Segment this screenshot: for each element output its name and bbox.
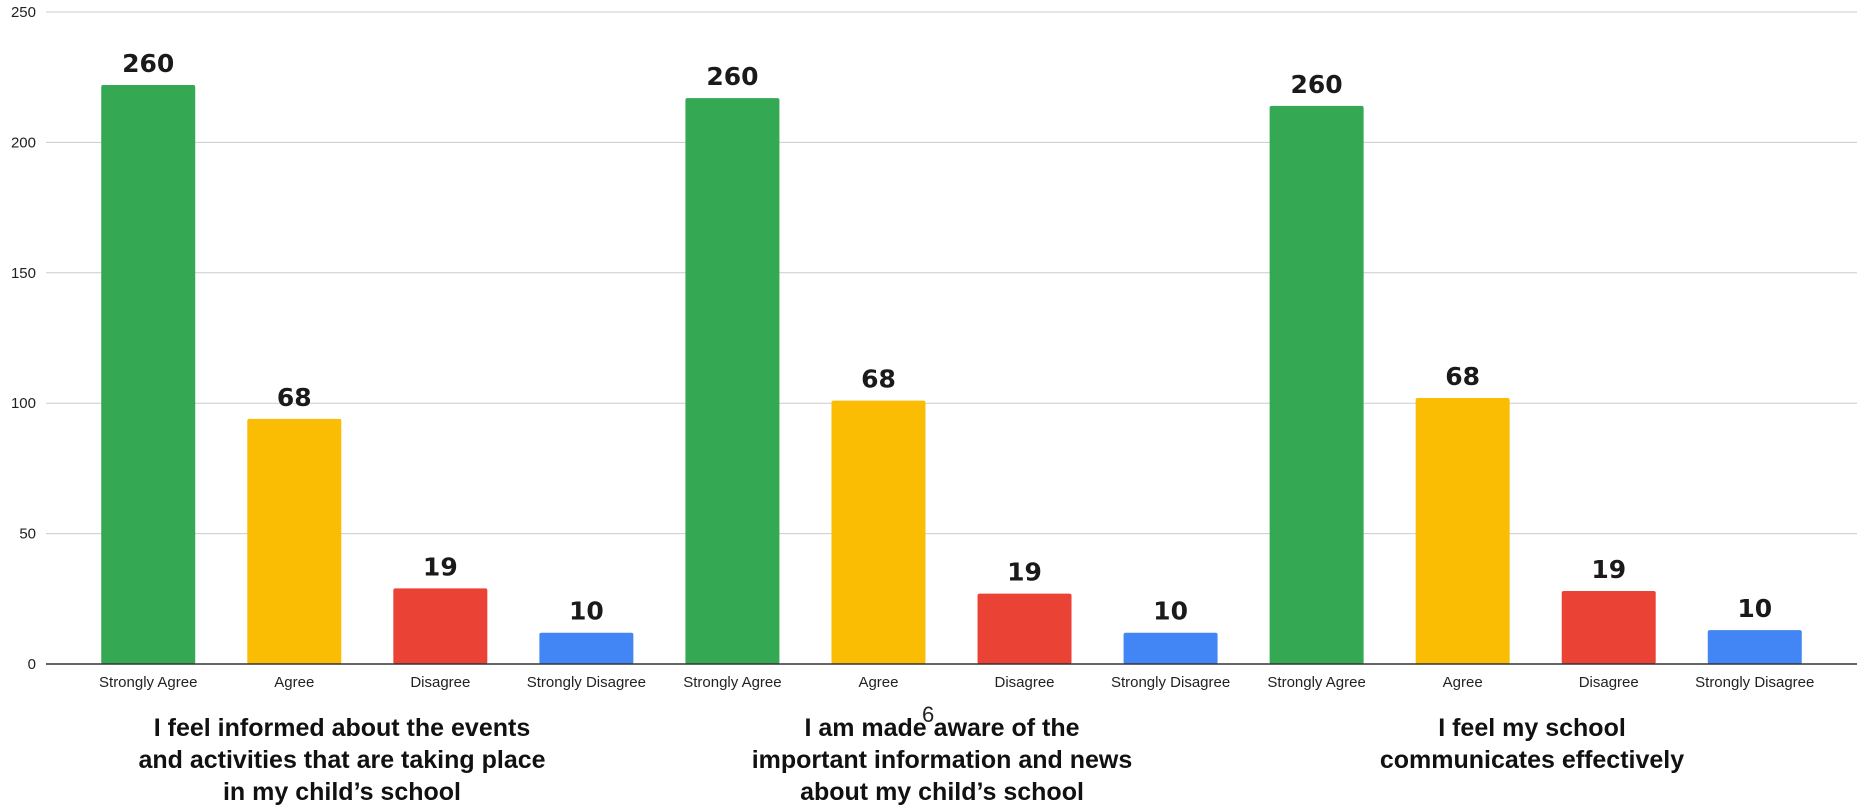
data-label-g2-disagree: 19	[1007, 558, 1042, 587]
bar-g1-agree	[247, 418, 342, 664]
category-label-g3-disagree: Disagree	[1579, 674, 1639, 691]
page-number: 6	[922, 702, 935, 727]
group-title-3-line-1: I feel my school	[1438, 714, 1626, 742]
gridlines	[46, 11, 1857, 535]
group-title-2: I am made aware of the important informa…	[692, 712, 1192, 808]
bar-g2-strongly-agree	[685, 98, 780, 664]
bar-g1-disagree	[393, 588, 488, 664]
group-title-3: I feel my school communicates effectivel…	[1282, 712, 1782, 776]
data-label-g3-disagree: 19	[1591, 555, 1626, 584]
y-tick-label-250: 250	[11, 4, 36, 21]
bar-g3-strongly-disagree	[1707, 630, 1802, 664]
bar-g3-strongly-agree	[1269, 105, 1364, 664]
bar-g3-agree	[1415, 397, 1510, 664]
category-label-g3-agree: Agree	[1443, 674, 1483, 691]
data-label-g1-agree: 68	[277, 383, 312, 412]
data-label-g1-disagree: 19	[423, 552, 458, 581]
y-tick-label-100: 100	[11, 395, 36, 412]
data-label-g3-strongly-agree: 260	[1291, 70, 1343, 99]
data-label-g2-strongly-agree: 260	[706, 62, 758, 91]
category-label-g1-agree: Agree	[274, 674, 314, 691]
y-tick-label-150: 150	[11, 265, 36, 282]
category-label-g3-strongly-disagree: Strongly Disagree	[1695, 674, 1814, 691]
bar-g2-strongly-disagree	[1123, 632, 1218, 664]
category-label-g1-strongly-disagree: Strongly Disagree	[527, 674, 646, 691]
data-labels: 260 68 19 10 260 68 19 10 260 68 19 10	[122, 49, 1772, 626]
data-label-g1-strongly-disagree: 10	[569, 597, 604, 626]
category-label-g1-disagree: Disagree	[410, 674, 470, 691]
category-label-g2-disagree: Disagree	[995, 674, 1055, 691]
y-tick-label-50: 50	[19, 526, 36, 543]
data-label-g3-agree: 68	[1445, 362, 1480, 391]
data-label-g2-strongly-disagree: 10	[1153, 597, 1188, 626]
group-title-1: I feel informed about the events and act…	[92, 712, 592, 808]
data-label-g1-strongly-agree: 260	[122, 49, 174, 78]
group-title-2-line-1: I am made aware of the	[804, 714, 1080, 742]
bar-g2-agree	[831, 400, 926, 664]
group-title-3-line-2: communicates effectively	[1379, 746, 1685, 774]
category-label-g1-strongly-agree: Strongly Agree	[99, 674, 197, 691]
data-label-g3-strongly-disagree: 10	[1737, 594, 1772, 623]
y-tick-label-200: 200	[11, 134, 36, 151]
category-label-g2-agree: Agree	[858, 674, 898, 691]
bars	[101, 85, 1802, 665]
group-title-1-line-2: and activities that are taking place	[138, 746, 546, 774]
group-title-1-line-3: in my child’s school	[222, 778, 461, 806]
bar-g2-disagree	[977, 593, 1072, 664]
category-labels: Strongly Agree Agree Disagree Strongly Disa…	[99, 674, 1814, 691]
bar-g1-strongly-disagree	[539, 632, 634, 664]
bar-g1-strongly-agree	[101, 85, 196, 665]
y-tick-label-0: 0	[28, 656, 36, 673]
group-title-1-line-1: I feel informed about the events	[153, 714, 531, 742]
category-label-g3-strongly-agree: Strongly Agree	[1267, 674, 1365, 691]
category-label-g2-strongly-agree: Strongly Agree	[683, 674, 781, 691]
y-axis-ticks: 0 50 100 150 200 250	[11, 4, 36, 673]
group-title-2-line-2: important information and news	[751, 746, 1133, 774]
group-title-2-line-3: about my child’s school	[800, 778, 1084, 806]
data-label-g2-agree: 68	[861, 365, 896, 394]
category-label-g2-strongly-disagree: Strongly Disagree	[1111, 674, 1230, 691]
bar-g3-disagree	[1561, 590, 1656, 664]
